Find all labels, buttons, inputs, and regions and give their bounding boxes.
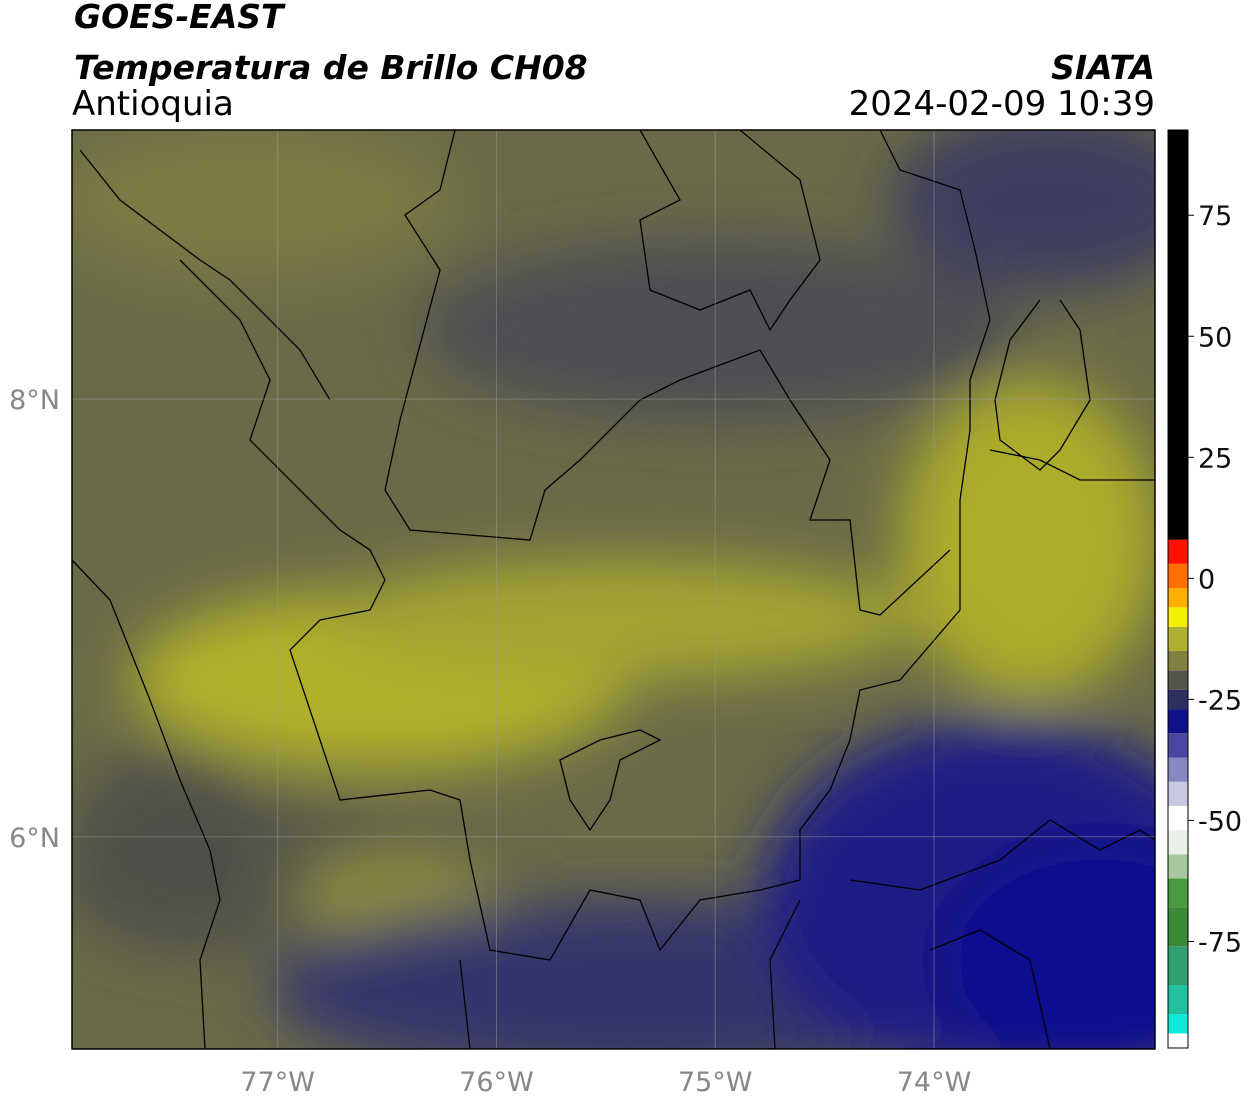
title: GOES-EAST [74,0,286,36]
source: SIATA [1051,48,1155,87]
x-tick-label: 74°W [897,1067,972,1098]
colorbar-tick-label: -25 [1198,685,1242,716]
y-tick-label: 8°N [9,385,60,416]
x-tick-label: 75°W [678,1067,753,1098]
colorbar-segment [1168,626,1188,651]
colorbar-tick-label: 75 [1198,201,1232,232]
colorbar-tick-label: 25 [1198,443,1232,474]
colorbar-segment [1168,757,1188,782]
y-tick-label: 6°N [9,823,60,854]
colorbar-segment [1168,830,1188,855]
colorbar-segment [1168,907,1188,947]
colorbar-segment [1168,1014,1188,1034]
colorbar-segment [1168,588,1188,608]
colorbar-tick-label: 50 [1198,322,1232,353]
colorbar-segment [1168,1033,1188,1048]
colorbar-segment [1168,709,1188,734]
colorbar-segment [1168,650,1188,671]
colorbar-segment [1168,854,1188,879]
colorbar-segment [1168,946,1188,986]
colorbar-segment [1168,733,1188,758]
colorbar: -75 -50 -25 0 25 50 75 [1168,130,1242,1048]
grid [72,130,1155,1049]
colorbar-frame [1167,129,1189,1049]
colorbar-tick-label: -75 [1198,927,1242,958]
colorbar-segment [1168,670,1188,690]
datetime: 2024-02-09 10:39 [849,84,1155,124]
colorbar-segment [1168,689,1188,710]
colorbar-segment [1168,878,1188,908]
satellite-image [72,130,1155,1049]
colorbar-segment [1168,539,1188,564]
colorbar-segment [1168,805,1188,831]
colorbar-tick-label: 0 [1198,564,1215,595]
borders [72,130,1155,1049]
colorbar-segment [1168,130,1188,540]
x-tick-label: 77°W [240,1067,315,1098]
map-frame [71,129,1156,1050]
subtitle: Temperatura de Brillo CH08 [74,48,588,87]
colorbar-segment [1168,985,1188,1015]
region: Antioquia [72,84,234,124]
colorbar-tick-label: -50 [1198,806,1242,837]
x-tick-label: 76°W [459,1067,534,1098]
colorbar-segment [1168,781,1188,806]
colorbar-segment [1168,563,1188,589]
colorbar-segment [1168,607,1188,627]
